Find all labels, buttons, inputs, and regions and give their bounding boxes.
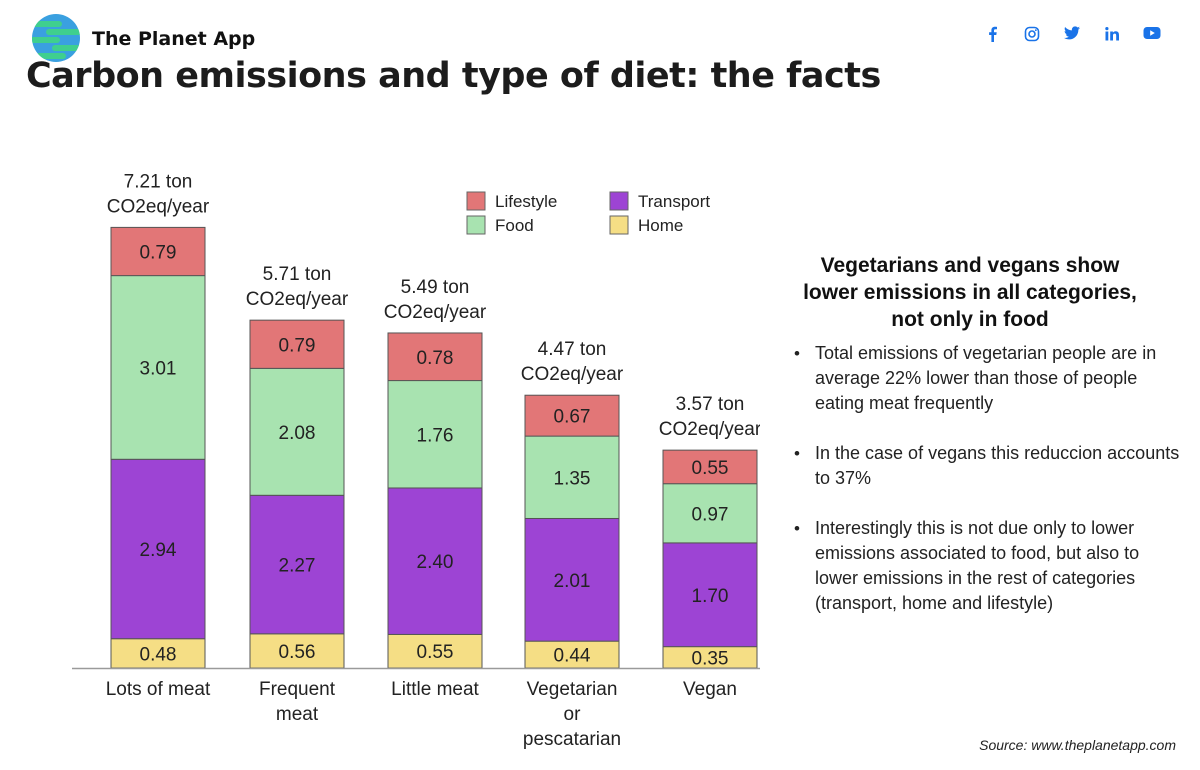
bar-segment-lifestyle <box>387 332 483 382</box>
total-label: 7.21 ton <box>124 171 193 192</box>
segment-value-label: 0.78 <box>417 348 454 369</box>
bar-segment-transport <box>524 517 620 642</box>
bar-segment-home <box>524 640 620 669</box>
findings-heading-line: lower emissions in all categories, <box>803 281 1137 304</box>
bar-segment-transport <box>662 542 758 648</box>
segment-value-label: 0.35 <box>692 648 729 669</box>
bar-segment-home <box>110 638 206 669</box>
total-label: CO2eq/year <box>659 419 760 440</box>
segment-value-label: 1.76 <box>417 425 454 446</box>
bar-segment-food <box>387 380 483 489</box>
findings-panel: Vegetarians and vegans show lower emissi… <box>760 252 1180 641</box>
x-tick-label: or <box>564 704 582 725</box>
segment-value-label: 0.55 <box>417 642 454 663</box>
total-label: 4.47 ton <box>538 339 607 360</box>
social-links <box>972 26 1172 50</box>
planet-logo-icon <box>32 14 80 62</box>
segment-value-label: 0.79 <box>279 335 316 356</box>
bar-segment-food <box>249 367 345 496</box>
bar-segment-transport <box>110 458 206 640</box>
findings-heading: Vegetarians and vegans show lower emissi… <box>760 252 1180 333</box>
twitter-link[interactable] <box>1052 26 1092 50</box>
chart-area: 0.48 2.94 3.01 0.79 7.21 ton CO2eq/year Lots o… <box>0 160 1200 770</box>
bar-segment-food <box>110 275 206 460</box>
legend-swatch-food <box>466 215 486 235</box>
brand-name: The Planet App <box>92 28 256 50</box>
segment-value-label: 2.27 <box>279 556 316 577</box>
total-label: 3.57 ton <box>676 394 745 415</box>
segment-value-label: 0.67 <box>554 407 591 428</box>
bar-segment-transport <box>249 494 345 635</box>
total-label: CO2eq/year <box>384 302 487 323</box>
linkedin-icon <box>1105 27 1119 41</box>
source-credit: Source: www.theplanetapp.com <box>979 737 1176 753</box>
x-tick-label: Little meat <box>391 679 479 700</box>
linkedin-link[interactable] <box>1092 26 1132 50</box>
facebook-link[interactable] <box>972 26 1012 50</box>
segment-value-label: 0.79 <box>140 242 177 263</box>
segment-value-label: 0.97 <box>692 504 729 525</box>
total-label: CO2eq/year <box>521 364 624 385</box>
x-tick-label: meat <box>276 704 319 725</box>
instagram-link[interactable] <box>1012 26 1052 50</box>
legend-swatch-home <box>609 215 629 235</box>
segment-value-label: 0.55 <box>692 458 729 479</box>
segment-value-label: 0.48 <box>140 644 177 665</box>
segment-value-label: 2.40 <box>417 552 454 573</box>
findings-heading-line: not only in food <box>891 308 1049 331</box>
facebook-icon <box>989 26 997 42</box>
total-label: CO2eq/year <box>246 289 349 310</box>
segment-value-label: 0.44 <box>554 646 591 667</box>
findings-bullet: Total emissions of vegetarian people are… <box>760 341 1180 416</box>
youtube-icon <box>1143 27 1161 39</box>
bar-segment-food <box>662 483 758 544</box>
twitter-icon <box>1064 26 1080 40</box>
x-tick-label: Vegan <box>683 679 737 700</box>
segment-value-label: 1.35 <box>554 468 591 489</box>
findings-bullet: In the case of vegans this reduccion acc… <box>760 441 1180 491</box>
legend-label-food: Food <box>495 216 534 235</box>
findings-list: Total emissions of vegetarian people are… <box>760 341 1180 616</box>
segment-value-label: 0.56 <box>279 642 316 663</box>
x-tick-label: pescatarian <box>523 729 621 750</box>
bar-segment-lifestyle <box>110 226 206 277</box>
legend-label-lifestyle: Lifestyle <box>495 192 557 211</box>
segment-value-label: 3.01 <box>140 358 177 379</box>
legend-swatch-lifestyle <box>466 191 486 211</box>
x-tick-label: Frequent <box>259 679 336 700</box>
legend-label-home: Home <box>638 216 683 235</box>
findings-heading-line: Vegetarians and vegans show <box>820 254 1120 277</box>
segment-value-label: 2.94 <box>140 540 177 561</box>
x-tick-label: Lots of meat <box>106 679 211 700</box>
header: The Planet App Carbon emissions and type… <box>0 0 1200 110</box>
bar-segment-lifestyle <box>249 319 345 369</box>
stacked-bar-chart: 0.48 2.94 3.01 0.79 7.21 ton CO2eq/year Lots o… <box>72 171 760 750</box>
segment-value-label: 2.01 <box>554 571 591 592</box>
instagram-icon <box>1024 26 1040 42</box>
x-tick-label: Vegetarian <box>527 679 618 700</box>
bar-segment-lifestyle <box>524 394 620 437</box>
bar-segment-lifestyle <box>662 449 758 485</box>
youtube-link[interactable] <box>1132 26 1172 50</box>
findings-bullet: Interestingly this is not due only to lo… <box>760 516 1180 616</box>
legend-label-transport: Transport <box>638 192 710 211</box>
total-label: CO2eq/year <box>107 196 210 217</box>
page-title: Carbon emissions and type of diet: the f… <box>26 56 881 96</box>
segment-value-label: 2.08 <box>279 423 316 444</box>
total-label: 5.71 ton <box>263 264 332 285</box>
bar-segment-home <box>387 633 483 669</box>
total-label: 5.49 ton <box>401 277 470 298</box>
segment-value-label: 1.70 <box>692 586 729 607</box>
legend-swatch-transport <box>609 191 629 211</box>
